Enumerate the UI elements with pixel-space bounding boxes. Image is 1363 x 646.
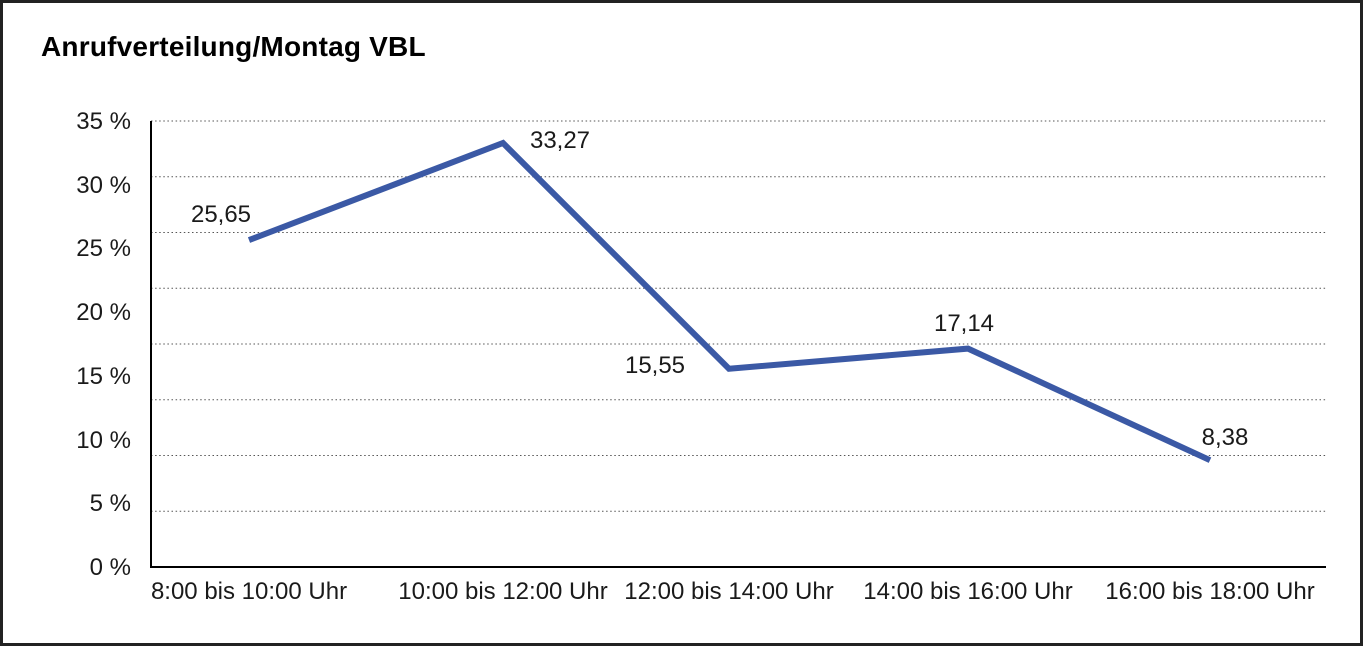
y-tick-label: 35 % (76, 108, 131, 135)
x-tick-label: 8:00 bis 10:00 Uhr (150, 578, 348, 605)
y-tick-label: 10 % (76, 427, 131, 454)
y-tick-label: 25 % (76, 235, 131, 262)
x-tick-label: 10:00 bis 12:00 Uhr (398, 578, 608, 605)
data-label: 17,14 (933, 310, 995, 337)
data-label: 8,38 (1201, 424, 1249, 451)
y-tick-label: 5 % (89, 490, 131, 517)
x-tick-label: 12:00 bis 14:00 Uhr (624, 578, 834, 605)
y-tick-label: 20 % (76, 299, 131, 326)
data-label: 25,65 (190, 201, 252, 228)
x-tick-label: 16:00 bis 18:00 Uhr (1105, 578, 1315, 605)
y-tick-label: 30 % (76, 172, 131, 199)
data-label: 33,27 (529, 127, 591, 154)
y-tick-label: 15 % (76, 363, 131, 390)
x-tick-label: 14:00 bis 16:00 Uhr (863, 578, 1073, 605)
line-chart-plot (150, 120, 1326, 568)
chart-title: Anrufverteilung/Montag VBL (41, 31, 426, 62)
data-label: 15,55 (624, 352, 686, 379)
y-tick-label: 0 % (89, 554, 131, 581)
series-line (247, 139, 1212, 463)
